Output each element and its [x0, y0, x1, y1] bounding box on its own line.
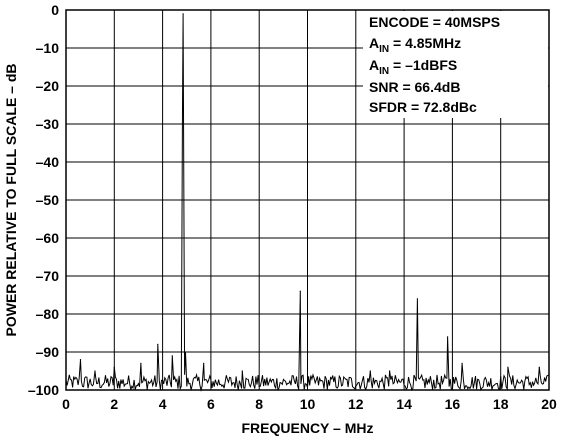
- x-tick-label: 6: [207, 396, 215, 412]
- plot-frame: [65, 9, 550, 391]
- spur-peak: [369, 370, 371, 372]
- y-tick-label: –100: [28, 382, 59, 398]
- spectrum-trace: [65, 13, 549, 392]
- x-tick-label: 16: [445, 396, 461, 412]
- annotation-ain-level: AIN = –1dBFS: [369, 57, 457, 77]
- y-tick-label: –90: [36, 344, 60, 360]
- x-axis-title: FREQUENCY – MHz: [242, 420, 374, 436]
- spur-peak: [113, 366, 115, 368]
- grid-lines: [66, 10, 549, 390]
- spur-peak: [184, 351, 187, 353]
- x-tick-label: 14: [396, 396, 412, 412]
- annotation-background: [363, 11, 548, 118]
- y-tick-label: –10: [36, 40, 60, 56]
- measurement-annotation: ENCODE = 40MSPS AIN = 4.85MHz AIN = –1dB…: [363, 11, 548, 118]
- y-tick-label: –80: [36, 306, 60, 322]
- x-tick-label: 0: [62, 396, 70, 412]
- x-tick-label: 2: [110, 396, 118, 412]
- spur-peak: [507, 366, 509, 368]
- y-tick-label: –40: [36, 154, 60, 170]
- spur-peak: [140, 362, 142, 364]
- y-axis-title: POWER RELATIVE TO FULL SCALE – dB: [3, 63, 19, 336]
- y-tick-label: –50: [36, 192, 60, 208]
- spur-peak: [203, 362, 205, 364]
- spur-peak: [538, 366, 540, 368]
- y-tick-label: –60: [36, 230, 60, 246]
- x-tick-label: 20: [541, 396, 557, 412]
- spur-peak: [171, 355, 173, 357]
- spur-peak: [182, 13, 184, 15]
- spur-peak: [461, 362, 463, 364]
- spectrum-trace-layer: [65, 13, 549, 392]
- tick-labels: 0 2 4 6 8 10 12 14 16 18 20 0 –10 –20 –30 –40 –50 –60 –70 –…: [28, 2, 557, 412]
- spur-peak: [94, 370, 96, 372]
- x-tick-label: 4: [159, 396, 167, 412]
- spur-peak: [416, 298, 418, 300]
- y-tick-label: –70: [36, 268, 60, 284]
- annotation-ain-freq: AIN = 4.85MHz: [369, 35, 461, 55]
- x-tick-label: 8: [255, 396, 263, 412]
- y-tick-label: 0: [51, 2, 59, 18]
- annotation-encode: ENCODE = 40MSPS: [369, 14, 500, 30]
- annotation-sfdr: SFDR = 72.8dBc: [369, 99, 477, 115]
- y-tick-label: –20: [36, 78, 60, 94]
- spur-peak: [79, 359, 82, 361]
- annotation-snr: SNR = 66.4dB: [369, 79, 460, 95]
- spur-peak: [241, 370, 243, 372]
- x-tick-label: 10: [300, 396, 316, 412]
- spur-peak: [157, 343, 159, 345]
- y-tick-label: –30: [36, 116, 60, 132]
- x-tick-label: 18: [493, 396, 509, 412]
- spur-peak: [299, 290, 301, 292]
- x-tick-label: 12: [348, 396, 364, 412]
- spur-peak: [446, 336, 449, 338]
- spur-peak: [389, 370, 391, 372]
